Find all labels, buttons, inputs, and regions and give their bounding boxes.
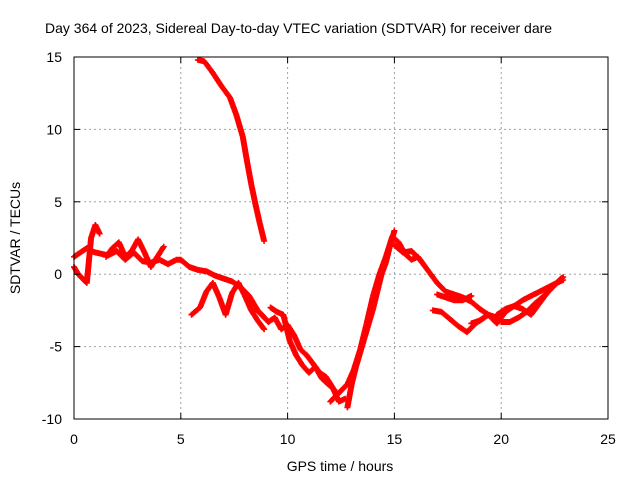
chart-title: Day 364 of 2023, Sidereal Day-to-day VTE… — [45, 20, 552, 36]
data-point — [558, 275, 565, 282]
interpolated-points — [148, 255, 160, 269]
interpolated-points — [131, 250, 145, 264]
interpolated-points — [210, 281, 222, 300]
interpolated-points — [524, 301, 538, 314]
interpolated-points — [155, 244, 166, 259]
x-tick-label: 15 — [387, 431, 403, 447]
interpolated-points — [252, 203, 263, 226]
data-points — [71, 56, 567, 411]
series-arc-14 — [493, 276, 567, 318]
x-tick-label: 0 — [70, 431, 78, 447]
series-arc-2 — [71, 221, 103, 286]
data-point — [391, 227, 398, 234]
series-arc-15 — [498, 275, 565, 325]
y-tick-label: 5 — [54, 194, 62, 210]
interpolated-points — [244, 159, 255, 186]
y-tick-label: 15 — [46, 49, 62, 65]
grid — [74, 57, 608, 419]
interpolated-points — [528, 301, 542, 317]
interpolated-points — [550, 276, 564, 290]
interpolated-points — [287, 339, 299, 357]
interpolated-points — [116, 240, 128, 259]
interpolated-points — [197, 289, 209, 310]
interpolated-points — [123, 248, 134, 259]
interpolated-points — [533, 293, 546, 306]
data-point — [261, 237, 268, 244]
interpolated-points — [469, 299, 482, 312]
interpolated-points — [417, 257, 431, 274]
data-point — [160, 243, 167, 250]
data-point — [261, 326, 268, 333]
series-arc-5 — [194, 56, 268, 244]
interpolated-points — [202, 59, 215, 75]
interpolated-points — [448, 316, 461, 329]
interpolated-points — [494, 310, 508, 326]
series-arc-9 — [344, 227, 398, 411]
data-point — [96, 230, 103, 237]
y-tick-label: -10 — [42, 411, 62, 427]
interpolated-points — [242, 294, 254, 313]
interpolated-points — [293, 353, 305, 368]
interpolated-points — [233, 113, 246, 139]
interpolated-points — [409, 248, 423, 262]
interpolated-points — [328, 390, 341, 404]
interpolated-points — [255, 318, 267, 332]
interpolated-points — [189, 305, 202, 317]
series-arc-12 — [429, 307, 488, 336]
interpolated-points — [495, 306, 508, 317]
interpolated-points — [257, 221, 267, 243]
series-arc-8 — [327, 233, 428, 405]
y-tick-label: 0 — [54, 266, 62, 282]
axis-ticks: 0 5 10 15 20 25 -10 -5 0 5 10 15 — [42, 49, 616, 447]
interpolated-points — [239, 135, 250, 163]
interpolated-points — [76, 272, 85, 281]
interpolated-points — [83, 236, 94, 285]
interpolated-points — [291, 333, 303, 352]
interpolated-points — [516, 309, 529, 320]
series-arc-3 — [103, 236, 167, 270]
x-axis-label: GPS time / hours — [287, 458, 394, 474]
x-tick-label: 10 — [280, 431, 296, 447]
data-point — [331, 387, 338, 394]
interpolated-points — [298, 347, 309, 358]
interpolated-points — [326, 382, 337, 393]
y-tick-label: 10 — [46, 121, 62, 137]
x-tick-label: 5 — [177, 431, 185, 447]
series-arc-7 — [267, 304, 338, 394]
interpolated-points — [103, 246, 115, 259]
interpolated-points — [541, 285, 555, 298]
interpolated-points — [219, 84, 233, 100]
interpolated-points — [319, 376, 331, 387]
interpolated-points — [227, 95, 239, 117]
interpolated-points — [439, 309, 452, 322]
interpolated-points — [178, 257, 192, 270]
plot-frame — [73, 56, 609, 420]
interpolated-points — [426, 269, 440, 285]
series-arc-10 — [391, 242, 500, 321]
interpolated-points — [336, 382, 350, 395]
x-tick-label: 20 — [493, 431, 509, 447]
interpolated-points — [304, 353, 316, 366]
interpolated-points — [223, 291, 235, 317]
x-tick-label: 25 — [600, 431, 616, 447]
interpolated-points — [253, 306, 264, 317]
y-tick-label: -5 — [50, 339, 63, 355]
series-arc-4 — [188, 279, 268, 333]
interpolated-points — [248, 182, 259, 207]
series-arc-11 — [434, 291, 475, 304]
data-point — [468, 292, 475, 299]
interpolated-points — [210, 71, 224, 88]
y-axis-label: SDTVAR / TECUs — [7, 182, 23, 294]
interpolated-points — [435, 280, 448, 294]
interpolated-points — [249, 308, 260, 323]
